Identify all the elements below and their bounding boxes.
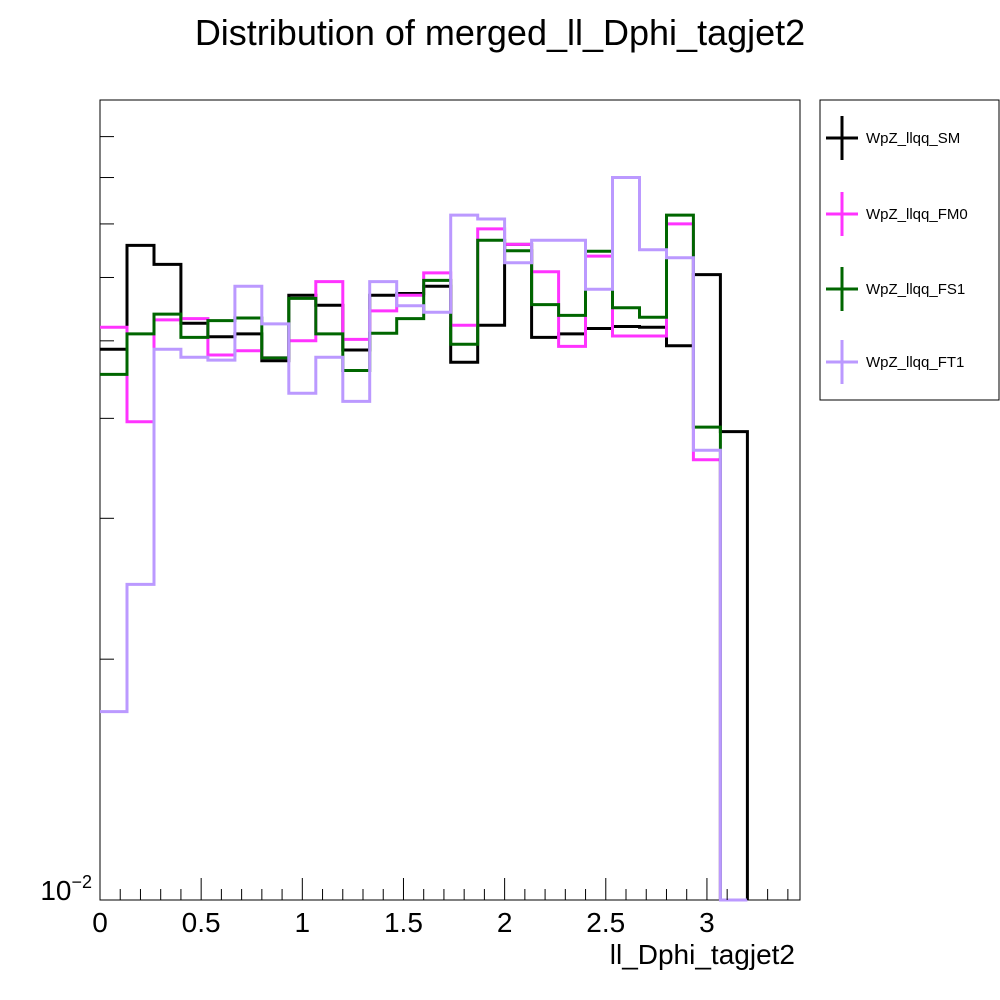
legend-label: WpZ_llqq_SM (866, 130, 960, 147)
legend-label: WpZ_llqq_FT1 (866, 354, 964, 371)
x-tick-label: 2 (497, 907, 513, 938)
series-group (100, 176, 749, 902)
x-tick-label: 1 (295, 907, 311, 938)
legend: WpZ_llqq_SM WpZ_llqq_FM0 WpZ_llqq_FS1 WpZ_l… (826, 116, 968, 384)
legend-label: WpZ_llqq_FS1 (866, 281, 965, 298)
x-tick-label: 1.5 (384, 907, 423, 938)
y-axis (100, 99, 122, 901)
x-axis-title: ll_Dphi_tagjet2 (610, 939, 795, 970)
x-tick-label: 3 (699, 907, 715, 938)
series-line-3 (100, 213, 722, 900)
x-tick-label: 0 (92, 907, 108, 938)
y-tick-label: 10−2 (40, 872, 92, 906)
x-tick-label: 2.5 (586, 907, 625, 938)
legend-box (819, 99, 1000, 401)
x-axis: 0 0.5 1 1.5 2 2.5 3 (92, 878, 789, 938)
chart-title: Distribution of merged_ll_Dphi_tagjet2 (195, 12, 805, 53)
legend-label: WpZ_llqq_FM0 (866, 206, 968, 223)
series-line-4 (100, 176, 748, 902)
x-tick-label: 0.5 (182, 907, 221, 938)
